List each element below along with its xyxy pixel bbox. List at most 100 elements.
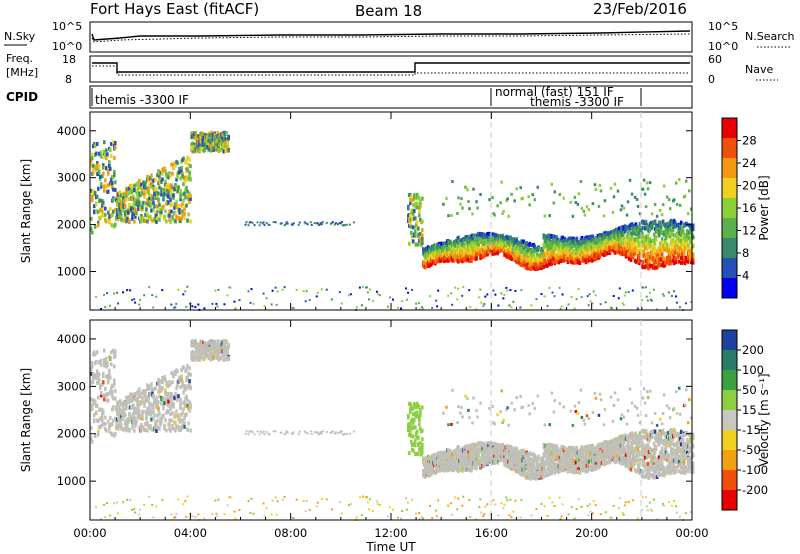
power-cell bbox=[667, 198, 671, 202]
power-cell bbox=[422, 307, 425, 310]
power-cell bbox=[414, 229, 417, 234]
power-cell bbox=[570, 245, 574, 250]
power-cell bbox=[315, 222, 318, 225]
velocity-cell bbox=[111, 432, 114, 437]
power-cell bbox=[111, 185, 114, 190]
power-cell bbox=[669, 232, 673, 237]
velocity-cell bbox=[118, 405, 121, 410]
power-cell bbox=[111, 181, 114, 186]
power-cell bbox=[176, 160, 179, 165]
nsky-tick-top: 10^5 bbox=[52, 20, 82, 33]
velocity-cell bbox=[114, 431, 117, 436]
power-cell bbox=[558, 193, 562, 197]
power-cell bbox=[561, 235, 565, 240]
velocity-cell bbox=[149, 423, 152, 428]
power-cell bbox=[529, 267, 532, 272]
power-cell bbox=[227, 147, 230, 152]
power-cell bbox=[654, 260, 658, 265]
power-cell bbox=[364, 286, 367, 289]
power-cell bbox=[95, 151, 98, 156]
power-cell bbox=[631, 289, 634, 292]
power-cell bbox=[431, 255, 434, 260]
power-cell bbox=[104, 306, 107, 309]
power-cell bbox=[191, 305, 194, 308]
velocity-cell bbox=[137, 403, 140, 408]
power-cell bbox=[409, 201, 412, 206]
power-cell bbox=[612, 234, 616, 239]
velocity-cell bbox=[133, 508, 136, 511]
power-cell bbox=[598, 254, 602, 259]
velocity-cell bbox=[223, 349, 226, 354]
power-cell bbox=[505, 286, 508, 289]
power-cell bbox=[416, 205, 419, 210]
power-cell bbox=[641, 260, 645, 265]
power-cell bbox=[665, 248, 669, 253]
power-cell bbox=[558, 286, 561, 289]
power-cell bbox=[108, 164, 111, 169]
power-cell bbox=[334, 222, 337, 225]
velocity-cell bbox=[103, 363, 106, 368]
velocity-cell bbox=[167, 409, 170, 414]
velocity-cell bbox=[175, 393, 178, 398]
velocity-cell bbox=[104, 415, 107, 420]
power-cell bbox=[175, 200, 178, 205]
power-cell bbox=[667, 259, 671, 264]
power-cell bbox=[146, 197, 149, 202]
power-cell bbox=[203, 148, 206, 153]
power-cell bbox=[155, 213, 158, 218]
power-cell bbox=[657, 233, 661, 238]
power-cell bbox=[189, 196, 192, 201]
velocity-cell bbox=[114, 349, 117, 354]
power-cell bbox=[638, 251, 642, 256]
power-cell bbox=[485, 235, 488, 240]
power-cell bbox=[127, 191, 130, 196]
power-cell bbox=[679, 220, 683, 225]
power-cell bbox=[560, 255, 564, 260]
velocity-cell bbox=[161, 386, 164, 391]
velocity-cell bbox=[90, 397, 93, 402]
power-cell bbox=[552, 256, 556, 261]
power-cell bbox=[632, 228, 636, 233]
power-cell bbox=[655, 214, 659, 218]
colorbar-cell bbox=[722, 178, 737, 199]
power-cell bbox=[494, 250, 497, 255]
power-cell bbox=[95, 166, 98, 171]
power-cell bbox=[679, 230, 683, 235]
power-cell bbox=[172, 165, 175, 170]
power-cell bbox=[675, 232, 679, 237]
power-cell bbox=[224, 148, 227, 153]
power-cell bbox=[641, 187, 645, 191]
power-cell bbox=[226, 294, 229, 297]
power-cell bbox=[514, 289, 517, 292]
velocity-cell bbox=[96, 350, 99, 355]
velocity-cell bbox=[186, 363, 189, 368]
power-cell bbox=[548, 251, 552, 256]
power-cell bbox=[653, 256, 657, 261]
velocity-cell bbox=[216, 339, 219, 344]
power-cell bbox=[671, 227, 675, 232]
velocity-cell bbox=[91, 361, 94, 366]
power-cell bbox=[537, 245, 540, 250]
power-cell bbox=[495, 233, 498, 238]
velocity-cell bbox=[176, 383, 179, 388]
power-cell bbox=[304, 300, 307, 303]
power-cell bbox=[94, 191, 97, 196]
velocity-cell bbox=[186, 376, 189, 381]
nsky-tick-right-top: 10^5 bbox=[708, 20, 738, 33]
power-cell bbox=[628, 178, 632, 182]
velocity-cell bbox=[90, 436, 93, 441]
power-cell bbox=[195, 133, 198, 138]
velocity-cell bbox=[122, 501, 125, 504]
power-cell bbox=[100, 214, 103, 219]
power-cell bbox=[223, 303, 226, 306]
power-cell bbox=[348, 223, 351, 226]
power-cell bbox=[178, 208, 181, 213]
power-cell bbox=[631, 231, 635, 236]
power-cell bbox=[524, 259, 527, 264]
velocity-cell bbox=[283, 433, 286, 436]
power-cell bbox=[682, 251, 686, 256]
power-cell bbox=[445, 196, 448, 200]
velocity-cell bbox=[200, 355, 203, 360]
power-cell bbox=[97, 220, 100, 225]
